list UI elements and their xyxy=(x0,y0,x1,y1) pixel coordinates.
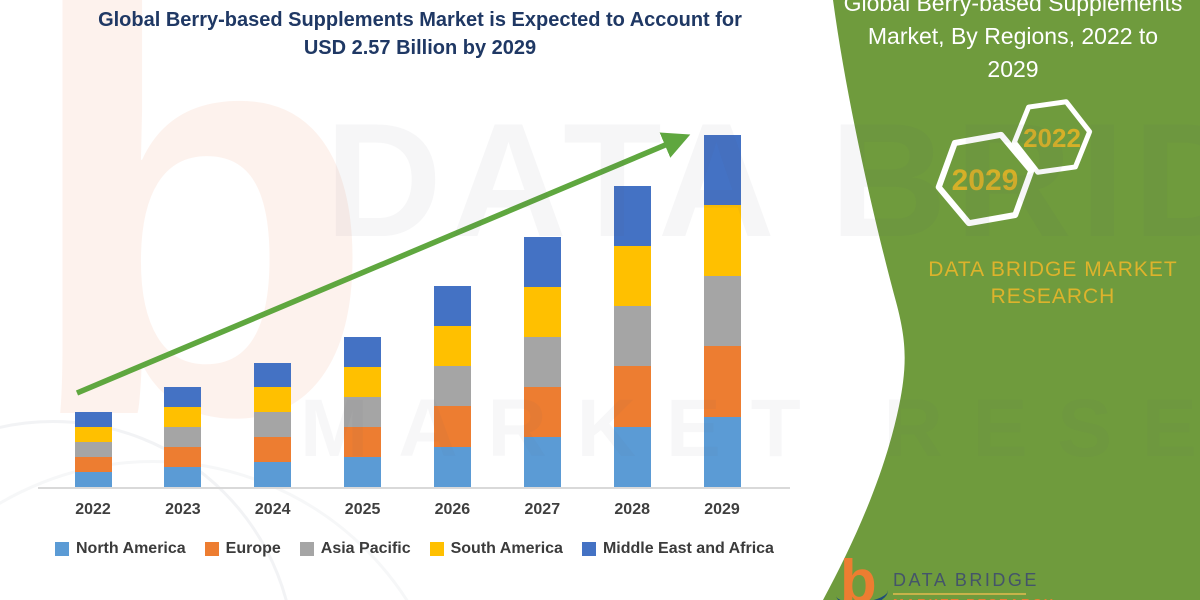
bar-2023 xyxy=(164,387,202,487)
bar-2025 xyxy=(344,336,382,487)
legend-swatch-icon xyxy=(299,542,314,556)
side-panel-title-line2: Market, By Regions, 2022 to 2029 xyxy=(867,23,1159,82)
bar-segment-south-america-2029 xyxy=(703,205,741,276)
hexagon-2029-label: 2029 xyxy=(952,164,1019,197)
x-axis-label-2027: 2027 xyxy=(524,501,561,518)
x-axis-label-2022: 2022 xyxy=(75,501,111,518)
bar-segment-middle-east-and-africa-2026 xyxy=(433,285,471,326)
bar-segment-south-america-2026 xyxy=(433,325,471,367)
bar-segment-north-america-2029 xyxy=(703,416,741,487)
legend-item-asia-pacific: Asia Pacific xyxy=(299,540,411,558)
bar-2027 xyxy=(523,236,561,487)
bar-segment-south-america-2022 xyxy=(74,426,112,442)
bar-segment-asia-pacific-2025 xyxy=(344,396,382,427)
x-axis-label-2025: 2025 xyxy=(344,501,381,518)
bar-segment-south-america-2024 xyxy=(254,387,292,413)
legend-item-middle-east-and-africa: Middle East and Africa xyxy=(581,540,774,558)
hexagon-2022-label: 2022 xyxy=(1023,123,1081,153)
bar-segment-europe-2028 xyxy=(613,366,651,427)
bar-segment-middle-east-and-africa-2023 xyxy=(164,387,202,407)
legend-label: Europe xyxy=(225,540,281,557)
bar-2026 xyxy=(433,285,471,487)
bar-2029 xyxy=(703,135,741,487)
bar-segment-north-america-2023 xyxy=(164,467,202,487)
legend-label: Asia Pacific xyxy=(320,540,411,557)
bar-segment-north-america-2028 xyxy=(613,426,651,487)
x-axis-label-2023: 2023 xyxy=(165,501,201,518)
logo-subtitle: MARKET RESEARCH xyxy=(893,596,1055,600)
chart-title-line2: USD 2.57 Billion by 2029 xyxy=(303,37,537,59)
bar-segment-middle-east-and-africa-2029 xyxy=(703,135,741,206)
bar-segment-asia-pacific-2024 xyxy=(254,412,292,438)
legend-label: Middle East and Africa xyxy=(602,540,774,557)
chart-title-line1: Global Berry-based Supplements Market is… xyxy=(98,9,742,31)
side-panel-title-line1: Global Berry-based Supplements xyxy=(843,0,1183,16)
x-axis-label-2029: 2029 xyxy=(704,501,740,518)
side-panel-brand-text: DATA BRIDGE MARKET RESEARCH xyxy=(878,256,1200,310)
legend-swatch-icon xyxy=(581,542,596,556)
bar-segment-asia-pacific-2022 xyxy=(74,441,112,457)
legend-label: North America xyxy=(76,540,186,557)
brand-line1: DATA BRIDGE MARKET xyxy=(928,258,1178,281)
hexagon-2029: 2029 xyxy=(935,131,1035,227)
bar-segment-europe-2022 xyxy=(74,456,112,472)
bar-segment-europe-2027 xyxy=(523,386,561,437)
green-side-panel xyxy=(823,0,1200,600)
bar-segment-north-america-2024 xyxy=(254,462,292,487)
bar-segment-asia-pacific-2027 xyxy=(523,336,561,387)
bar-segment-europe-2029 xyxy=(703,346,741,417)
bar-segment-europe-2026 xyxy=(433,406,471,447)
stacked-bar-plot: 2022 2023 2024 2025 2026 2027 2028 2029 xyxy=(74,135,741,518)
bar-segment-north-america-2025 xyxy=(344,456,382,487)
x-axis-line xyxy=(38,487,790,489)
bar-segment-europe-2024 xyxy=(254,437,292,463)
bar-segment-middle-east-and-africa-2025 xyxy=(344,336,382,367)
bar-segment-north-america-2026 xyxy=(433,446,471,487)
legend-swatch-icon xyxy=(55,542,69,556)
bar-segment-asia-pacific-2026 xyxy=(433,366,471,407)
growth-trend-arrow xyxy=(75,132,691,396)
chart-title: Global Berry-based Supplements Market is… xyxy=(40,6,800,62)
bar-2028 xyxy=(613,185,651,487)
bar-segment-europe-2025 xyxy=(344,426,382,457)
bar-2022 xyxy=(74,411,112,487)
bar-segment-middle-east-and-africa-2028 xyxy=(613,185,651,246)
legend-item-north-america: North America xyxy=(55,540,186,558)
x-axis-label-2028: 2028 xyxy=(614,501,650,518)
bar-segment-south-america-2025 xyxy=(344,366,382,397)
hexagon-2022: 2022 xyxy=(1011,99,1093,175)
bar-2024 xyxy=(254,362,292,487)
x-axis-label-2024: 2024 xyxy=(254,501,291,518)
bar-segment-europe-2023 xyxy=(164,447,202,467)
legend-item-south-america: South America xyxy=(429,540,563,558)
logo-divider xyxy=(893,593,1026,595)
legend-item-europe: Europe xyxy=(204,540,281,558)
legend-label: South America xyxy=(450,540,563,557)
bar-segment-south-america-2027 xyxy=(523,286,561,337)
side-panel-title: Global Berry-based Supplements Market, B… xyxy=(840,0,1186,86)
bar-segment-middle-east-and-africa-2022 xyxy=(74,411,112,427)
bar-segment-north-america-2022 xyxy=(74,471,112,487)
bar-segment-south-america-2023 xyxy=(164,407,202,427)
chart-legend: North America Europe Asia Pacific South Ame… xyxy=(55,540,774,558)
bar-segment-north-america-2027 xyxy=(523,436,561,487)
bar-segment-middle-east-and-africa-2027 xyxy=(523,236,561,287)
bar-segment-asia-pacific-2023 xyxy=(164,427,202,447)
bar-segment-south-america-2028 xyxy=(613,245,651,307)
x-axis-label-2026: 2026 xyxy=(434,501,471,518)
legend-swatch-icon xyxy=(429,542,444,556)
bar-segment-middle-east-and-africa-2024 xyxy=(254,362,292,388)
legend-swatch-icon xyxy=(204,542,219,556)
data-bridge-logo-icon: b xyxy=(840,548,877,600)
bar-segment-asia-pacific-2029 xyxy=(703,275,741,347)
logo-company-name: DATA BRIDGE xyxy=(893,570,1039,590)
bar-segment-asia-pacific-2028 xyxy=(613,306,651,367)
brand-line2: RESEARCH xyxy=(990,285,1116,308)
